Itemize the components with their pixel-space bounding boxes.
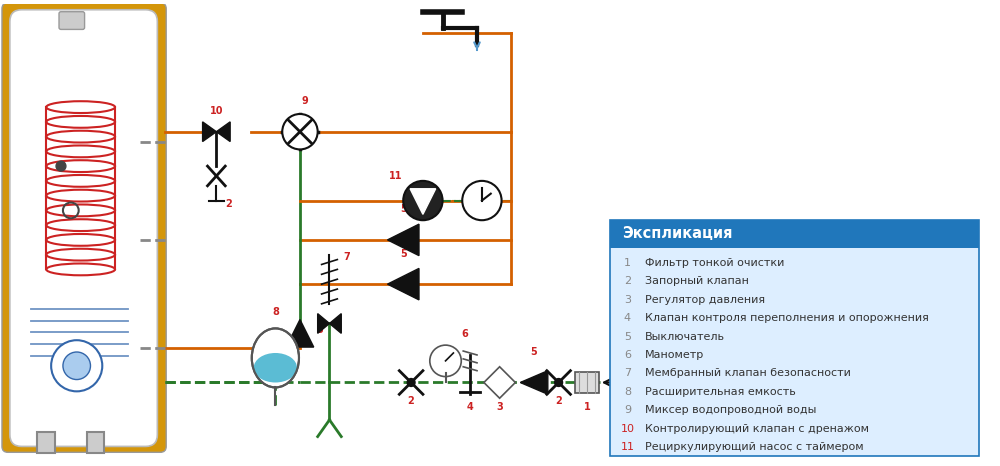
Text: 2: 2 — [225, 199, 232, 209]
Polygon shape — [388, 268, 419, 300]
Bar — [610, 220, 979, 248]
Polygon shape — [410, 189, 436, 214]
Text: 2: 2 — [555, 396, 562, 406]
Text: Регулятор давления: Регулятор давления — [645, 295, 765, 305]
Text: Манометр: Манометр — [645, 350, 704, 360]
FancyBboxPatch shape — [10, 10, 157, 446]
Bar — [610, 220, 979, 456]
Text: 4: 4 — [624, 313, 631, 323]
Text: Миксер водопроводной воды: Миксер водопроводной воды — [645, 405, 817, 415]
Text: 11: 11 — [620, 442, 634, 452]
Text: Мембранный клапан безопасности: Мембранный клапан безопасности — [645, 368, 851, 378]
Text: Рециркулирующий насос с таймером: Рециркулирующий насос с таймером — [645, 442, 864, 452]
Polygon shape — [520, 370, 548, 394]
Text: 1: 1 — [584, 402, 591, 412]
Polygon shape — [318, 314, 329, 333]
Text: 5: 5 — [531, 347, 537, 357]
Circle shape — [56, 161, 66, 171]
FancyBboxPatch shape — [2, 3, 166, 452]
Polygon shape — [216, 122, 230, 142]
Text: 6: 6 — [462, 329, 469, 339]
Text: Запорный клапан: Запорный клапан — [645, 276, 749, 286]
Text: 3: 3 — [624, 295, 631, 305]
Text: 1: 1 — [624, 258, 631, 268]
Circle shape — [555, 378, 563, 386]
Polygon shape — [388, 224, 419, 256]
Bar — [575, 372, 599, 393]
Text: 2: 2 — [408, 396, 414, 406]
Text: 9: 9 — [302, 96, 308, 106]
Text: 8: 8 — [272, 307, 279, 316]
Text: 3: 3 — [496, 402, 503, 412]
Polygon shape — [286, 320, 314, 347]
Text: Выключатель: Выключатель — [645, 331, 725, 342]
FancyBboxPatch shape — [59, 12, 85, 29]
Text: 7: 7 — [624, 368, 631, 378]
Text: 5: 5 — [624, 331, 631, 342]
Text: 5: 5 — [400, 205, 407, 214]
Text: 8: 8 — [624, 387, 631, 397]
Text: Экспликация: Экспликация — [622, 226, 732, 241]
Circle shape — [407, 378, 415, 386]
Ellipse shape — [252, 329, 299, 387]
Text: 10: 10 — [210, 106, 223, 116]
Bar — [37, 432, 55, 453]
Circle shape — [63, 352, 90, 379]
Text: Клапан контроля переполнения и опорожнения: Клапан контроля переполнения и опорожнен… — [645, 313, 929, 323]
Text: 2: 2 — [624, 276, 631, 286]
Circle shape — [403, 181, 443, 220]
Text: 5: 5 — [316, 325, 323, 336]
Text: Расширительная емкость: Расширительная емкость — [645, 387, 796, 397]
Text: 11: 11 — [389, 171, 402, 181]
Polygon shape — [484, 367, 515, 398]
Circle shape — [282, 114, 318, 150]
Bar — [87, 432, 104, 453]
Circle shape — [462, 181, 502, 220]
Text: 7: 7 — [344, 252, 351, 261]
Text: 5: 5 — [400, 248, 407, 259]
Polygon shape — [203, 122, 216, 142]
Text: 9: 9 — [624, 405, 631, 415]
Text: 6: 6 — [624, 350, 631, 360]
Text: Контролирующий клапан с дренажом: Контролирующий клапан с дренажом — [645, 424, 869, 434]
Circle shape — [51, 340, 102, 391]
Circle shape — [430, 345, 461, 377]
Polygon shape — [329, 314, 341, 333]
Text: 4: 4 — [467, 402, 473, 412]
Text: 10: 10 — [620, 424, 634, 434]
Text: Фильтр тонкой очистки: Фильтр тонкой очистки — [645, 258, 785, 268]
Ellipse shape — [254, 353, 297, 383]
